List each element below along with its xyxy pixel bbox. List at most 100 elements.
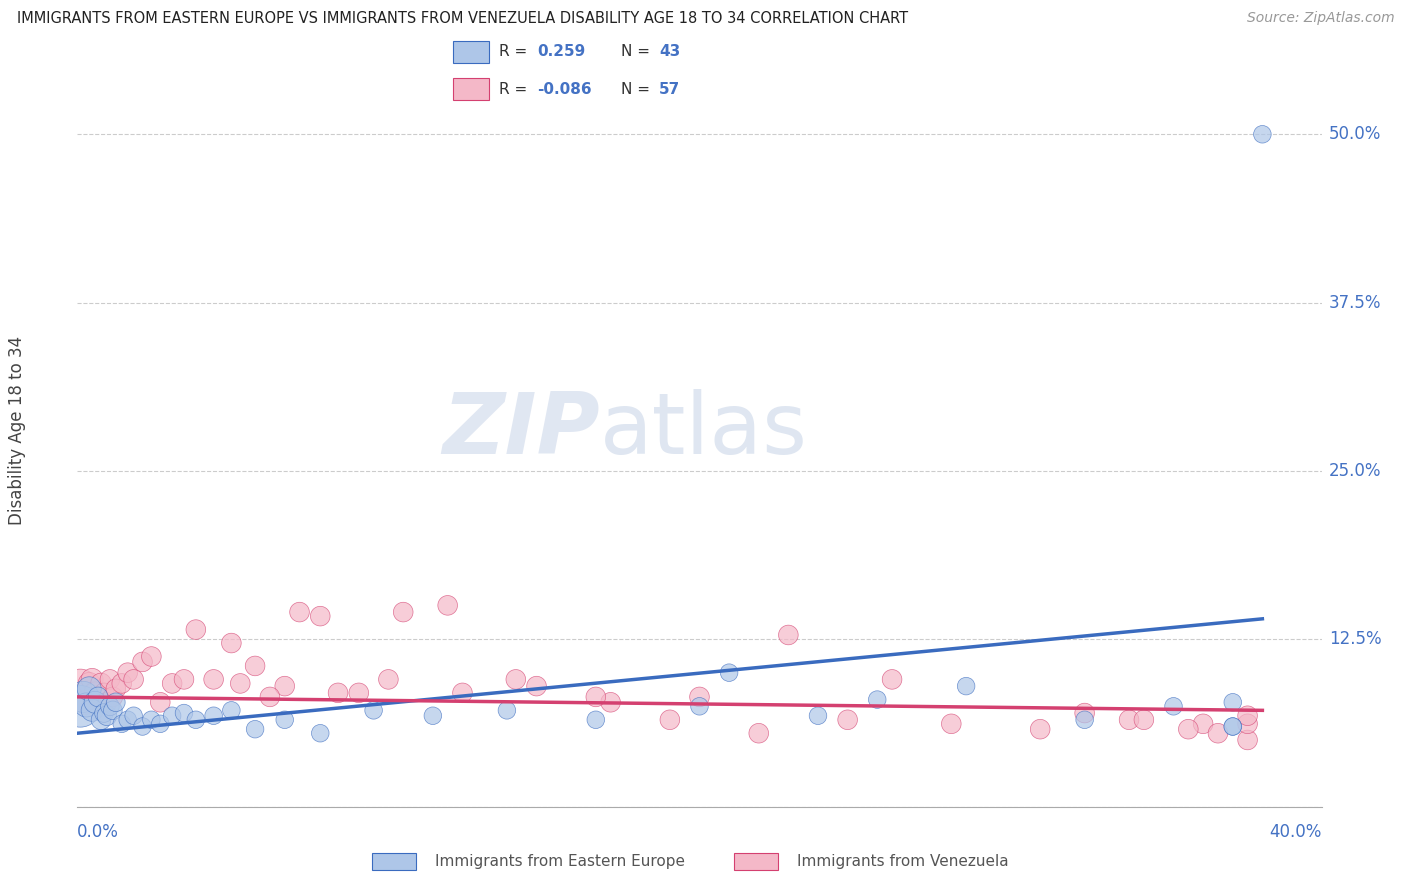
Point [104,681,127,696]
Point [122,708,145,723]
Point [131,655,153,669]
Text: 43: 43 [659,44,681,59]
Point [184,623,207,637]
Point [392,605,415,619]
Text: 25.0%: 25.0% [1329,462,1381,480]
Point [202,673,225,687]
Point [221,636,243,650]
Point [689,699,711,714]
Point [837,713,859,727]
Point [526,679,548,693]
Point [111,676,134,690]
Point [117,713,139,727]
Point [689,690,711,704]
Point [77,676,100,690]
Point [1251,128,1274,142]
Point [422,708,444,723]
Point [149,716,172,731]
Point [288,605,311,619]
Point [93,686,115,700]
Point [941,716,963,731]
Point [173,673,195,687]
Point [347,686,370,700]
Point [72,690,94,704]
Point [90,676,112,690]
Point [141,713,163,727]
Point [111,716,134,731]
Point [84,695,107,709]
Point [101,690,124,704]
Text: atlas: atlas [600,389,808,472]
Text: 0.259: 0.259 [537,44,585,59]
Point [585,690,607,704]
Text: 50.0%: 50.0% [1329,125,1381,144]
Point [96,708,118,723]
Point [1073,713,1095,727]
Point [75,695,97,709]
Point [1073,706,1095,720]
Point [82,703,104,717]
Text: N =: N = [621,44,651,59]
Point [505,673,527,687]
Text: -0.086: -0.086 [537,81,592,96]
Point [718,665,741,680]
Point [496,703,519,717]
Point [1236,733,1258,747]
Point [160,708,183,723]
Point [866,692,889,706]
Bar [373,854,416,871]
Text: R =: R = [499,81,527,96]
Point [1222,695,1244,709]
Point [184,713,207,727]
Point [451,686,474,700]
Point [131,719,153,733]
Point [363,703,385,717]
Point [72,690,94,704]
Point [326,686,349,700]
Point [1236,708,1258,723]
Text: 37.5%: 37.5% [1329,293,1381,311]
Point [149,695,172,709]
Point [1222,719,1244,733]
Point [955,679,977,693]
Point [243,659,266,673]
Point [104,695,127,709]
Text: 12.5%: 12.5% [1329,630,1381,648]
Point [69,679,91,693]
Point [1177,722,1199,736]
Text: R =: R = [499,44,527,59]
Text: ZIP: ZIP [443,389,600,472]
Point [309,726,332,740]
Point [778,628,800,642]
Point [1029,722,1052,736]
Point [807,708,830,723]
Point [658,713,681,727]
Point [69,699,91,714]
Point [1236,716,1258,731]
Point [880,673,903,687]
Text: 40.0%: 40.0% [1270,823,1322,841]
Point [96,695,118,709]
Point [160,676,183,690]
Point [1163,699,1185,714]
Point [221,703,243,717]
Point [101,703,124,717]
Bar [734,854,778,871]
Point [77,681,100,696]
Bar [453,41,489,62]
Bar [453,78,489,100]
Point [141,649,163,664]
Text: 57: 57 [659,81,681,96]
Point [98,699,121,714]
Point [274,679,297,693]
Point [1133,713,1156,727]
Text: Source: ZipAtlas.com: Source: ZipAtlas.com [1247,11,1395,25]
Point [243,722,266,736]
Point [309,609,332,624]
Point [274,713,297,727]
Point [599,695,621,709]
Point [259,690,281,704]
Point [87,690,110,704]
Point [1206,726,1229,740]
Point [748,726,770,740]
